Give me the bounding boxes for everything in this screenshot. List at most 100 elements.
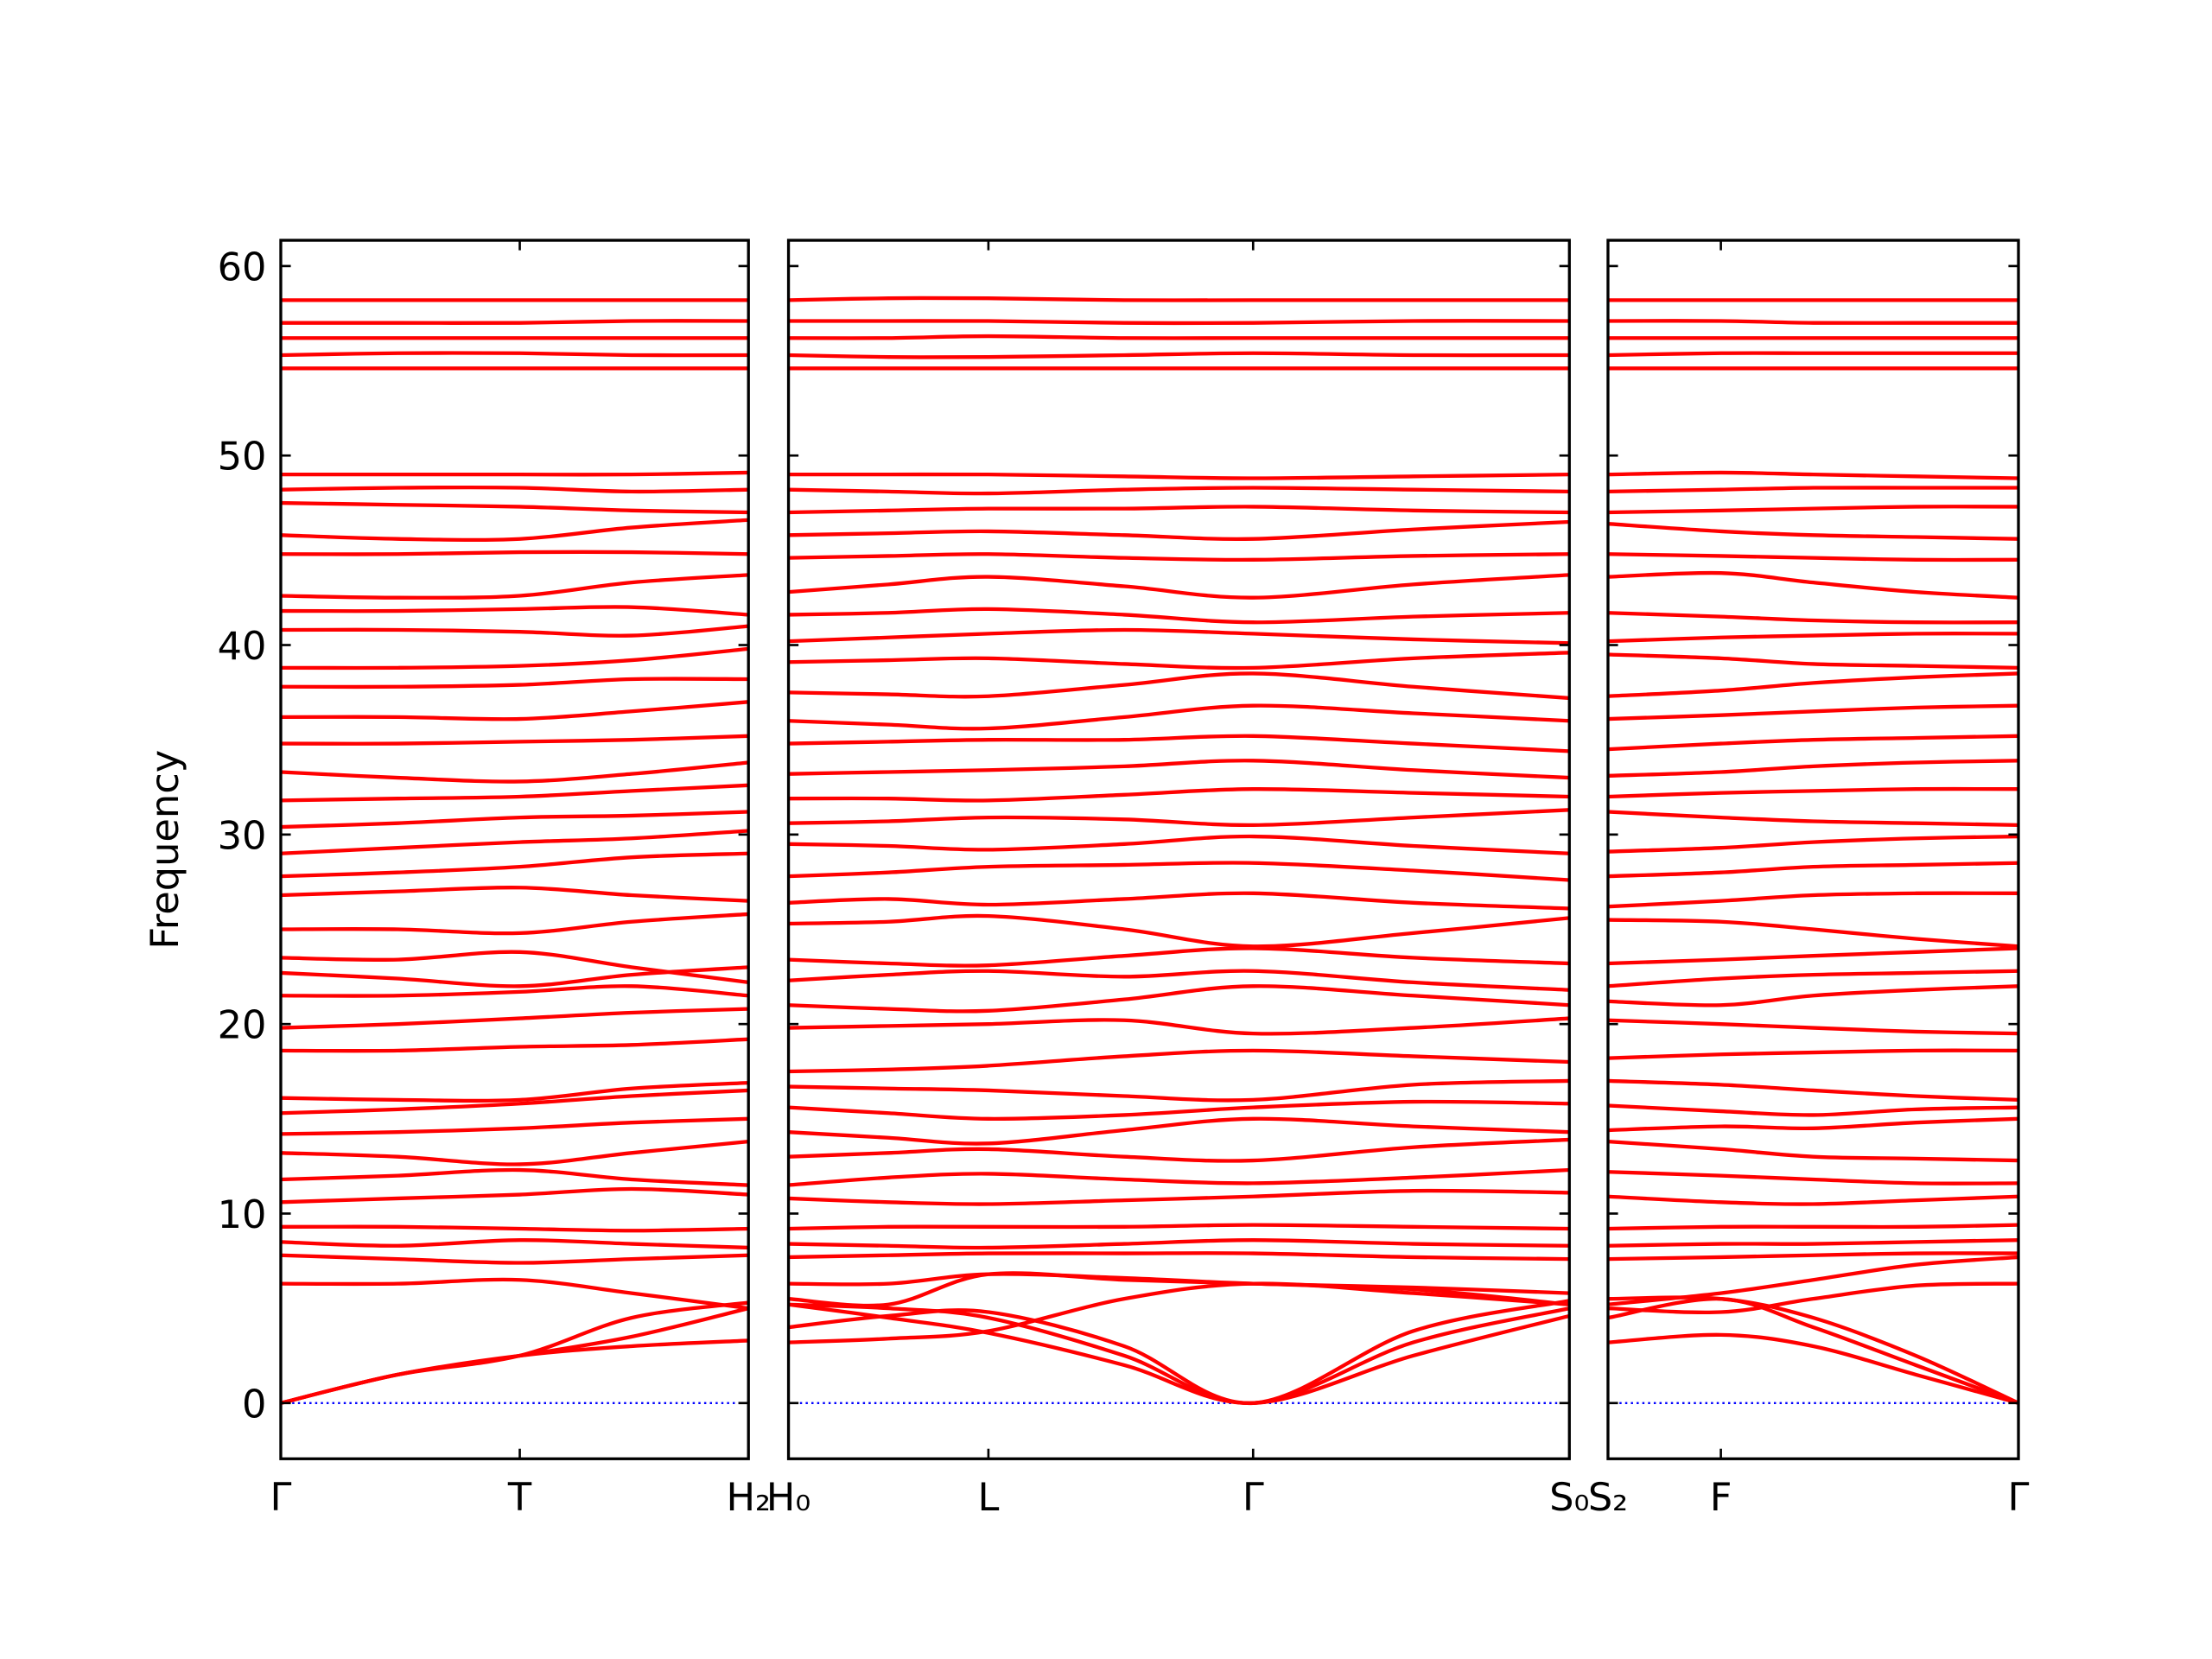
band-line [280, 470, 749, 477]
band-line [788, 627, 1570, 645]
y-tick-label: 10 [218, 1192, 267, 1237]
band-line [1607, 1296, 2019, 1405]
band-line [280, 829, 749, 855]
band-line [280, 1116, 749, 1136]
band-line [1607, 486, 2018, 494]
band-line [788, 787, 1570, 803]
band-line [788, 969, 1570, 992]
band-line [788, 607, 1570, 625]
y-tick-label: 0 [242, 1382, 266, 1427]
band-line [788, 486, 1570, 496]
y-tick-label: 20 [218, 1003, 267, 1048]
band-line [280, 950, 749, 985]
band-line [1607, 918, 2019, 949]
band-line [1607, 1116, 2019, 1133]
band-line [280, 1186, 749, 1205]
band-line [788, 861, 1570, 882]
band-line [788, 1167, 1570, 1187]
band-line [1607, 632, 2019, 644]
band-line [1607, 552, 2019, 563]
band-line [1607, 1332, 2019, 1405]
band-line [788, 703, 1570, 731]
panel: 0 10 20 30 40 50 60 Γ T H₂ Frequency [143, 238, 771, 1520]
band-line [280, 1300, 749, 1405]
band-line [280, 1238, 749, 1250]
band-line [280, 965, 749, 988]
band-line [788, 984, 1570, 1014]
band-line [280, 1338, 749, 1405]
band-line [1607, 984, 2019, 1007]
band-line [1607, 1103, 2019, 1117]
band-line [1607, 611, 2019, 625]
band-line [280, 734, 749, 746]
band-line [280, 319, 749, 326]
x-tick-label: S₀ [1549, 1475, 1589, 1520]
band-line [280, 1139, 749, 1166]
x-tick-label: H₂ [726, 1475, 771, 1520]
band-line [1607, 734, 2019, 752]
band-line [280, 1037, 749, 1053]
band-line [280, 1224, 749, 1233]
band-line [1607, 834, 2019, 854]
axes-frame [1606, 238, 2020, 1460]
band-line [1607, 1018, 2019, 1036]
band-line [788, 651, 1570, 671]
band-line [788, 505, 1570, 515]
axes-frame [786, 238, 1571, 1460]
band-line [1607, 861, 2019, 879]
band-line [788, 1099, 1570, 1122]
band-line [280, 605, 749, 617]
band-line [1607, 522, 2019, 541]
band-line [788, 1016, 1570, 1036]
band-line [788, 1281, 1570, 1344]
band-line [280, 351, 749, 358]
y-tick-label: 30 [218, 813, 267, 858]
band-line [280, 851, 749, 879]
band-line [280, 550, 749, 556]
band-line [1607, 1139, 2019, 1163]
band-line [1607, 319, 2018, 326]
y-tick-label: 50 [218, 435, 267, 480]
panel: S₂ F Γ [1588, 238, 2030, 1520]
band-line [1607, 1281, 2019, 1315]
band-line [1607, 810, 2019, 828]
band-line [1607, 703, 2019, 721]
band-line [1607, 1255, 2019, 1306]
band-line [788, 1302, 1570, 1405]
x-tick-label: T [507, 1475, 532, 1520]
band-line [280, 810, 749, 830]
band-line [280, 500, 749, 515]
x-tick-label: F [1710, 1475, 1732, 1520]
band-line [1607, 1223, 2019, 1231]
x-tick-label: Γ [270, 1475, 292, 1520]
band-line [1607, 1170, 2019, 1185]
band-line [788, 519, 1570, 542]
band-line [788, 1188, 1570, 1206]
band-line [788, 472, 1570, 480]
x-tick-label: Γ [1243, 1475, 1264, 1520]
band-line [1607, 1078, 2019, 1103]
y-tick-label: 40 [218, 624, 267, 669]
band-line [280, 886, 749, 903]
band-line [280, 700, 749, 721]
band-line [280, 1277, 749, 1311]
band-line [1607, 1238, 2019, 1248]
band-line [280, 1081, 749, 1103]
x-tick-label: L [977, 1475, 999, 1520]
band-line [788, 319, 1570, 326]
band-line [280, 984, 749, 998]
band-line [788, 734, 1570, 753]
band-line [1607, 1194, 2019, 1206]
x-tick-label: H₀ [766, 1475, 810, 1520]
band-line [788, 946, 1570, 968]
band-line [280, 624, 749, 638]
band-line [1607, 570, 2019, 600]
band-line [1607, 969, 2019, 988]
band-line [280, 1253, 749, 1265]
y-tick-label: 60 [218, 245, 267, 289]
panel: H₀ L Γ S₀ [766, 238, 1589, 1520]
band-line [788, 891, 1570, 911]
band-line [788, 334, 1570, 340]
band-line [788, 1299, 1570, 1405]
